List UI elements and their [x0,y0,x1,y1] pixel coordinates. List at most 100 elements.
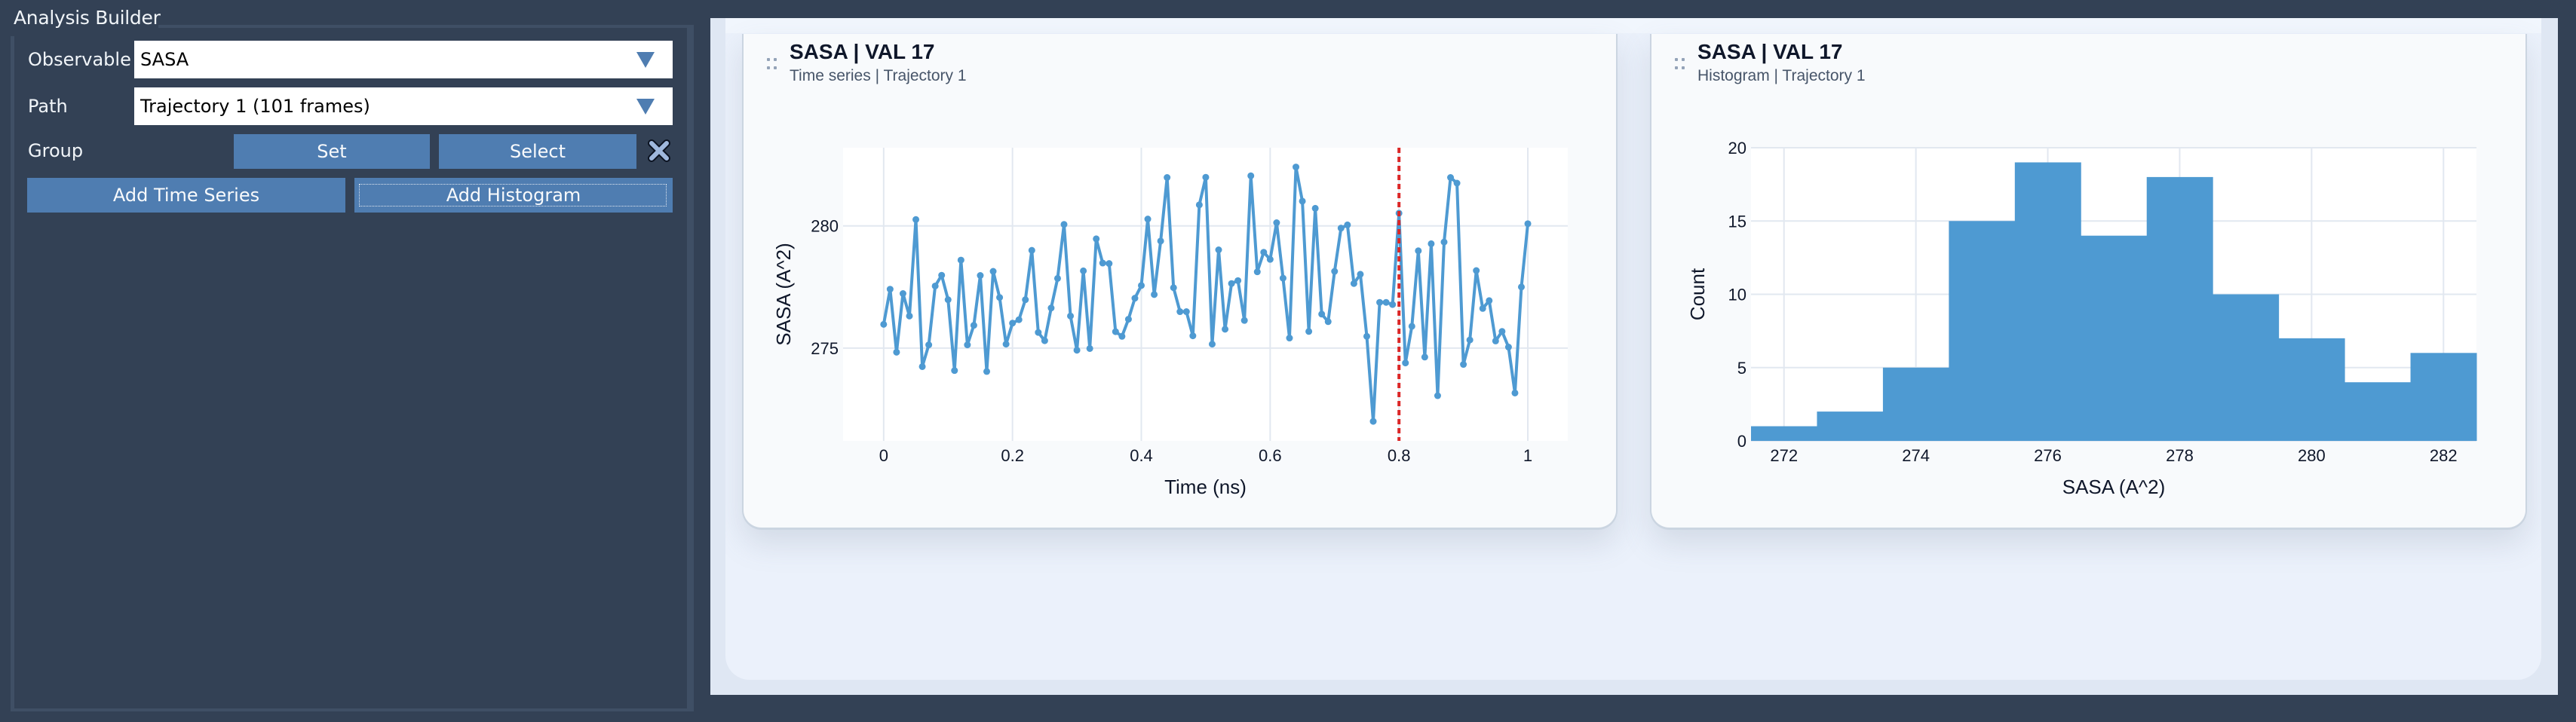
data-point[interactable] [899,290,906,298]
histogram-bar[interactable] [1751,426,1817,441]
data-point[interactable] [1041,337,1048,344]
data-point[interactable] [880,320,888,328]
data-point[interactable] [1286,335,1293,342]
data-point[interactable] [1357,271,1364,278]
data-point[interactable] [964,341,971,349]
data-point[interactable] [1060,221,1068,228]
data-point[interactable] [1279,274,1286,282]
data-point[interactable] [893,348,900,356]
data-point[interactable] [1453,179,1461,187]
time-series-card[interactable]: SASA | VAL 17 Time series | Trajectory 1… [742,34,1618,530]
histogram-bar[interactable] [2213,294,2280,442]
data-point[interactable] [1318,311,1326,318]
data-point[interactable] [1195,201,1203,209]
data-point[interactable] [1324,318,1332,326]
data-point[interactable] [951,367,958,375]
data-point[interactable] [1486,297,1493,304]
close-x-icon[interactable] [647,139,671,163]
data-point[interactable] [1389,301,1397,308]
data-point[interactable] [989,268,997,275]
data-point[interactable] [918,363,926,370]
data-point[interactable] [1112,328,1119,335]
cards-container[interactable]: SASA | VAL 17 Time series | Trajectory 1… [725,18,2541,680]
data-point[interactable] [931,282,939,289]
data-point[interactable] [1118,332,1126,340]
histogram-card[interactable]: SASA | VAL 17 Histogram | Trajectory 1 2… [1650,34,2527,530]
data-point[interactable] [1189,332,1197,340]
data-point[interactable] [1028,246,1035,254]
data-point[interactable] [1402,359,1409,367]
drag-handle-icon[interactable] [767,58,777,70]
data-point[interactable] [1093,235,1100,243]
data-point[interactable] [1415,247,1422,255]
data-point[interactable] [1247,172,1255,179]
data-point[interactable] [1337,225,1345,232]
data-point[interactable] [1022,296,1029,304]
data-point[interactable] [1492,337,1499,344]
data-point[interactable] [1344,221,1351,228]
data-point[interactable] [1305,328,1313,335]
histogram-bar[interactable] [2278,338,2345,441]
set-group-button[interactable]: Set [234,134,430,169]
histogram-bar[interactable] [2014,162,2081,441]
data-point[interactable] [1253,268,1261,276]
data-point[interactable] [1086,344,1093,352]
data-point[interactable] [1273,219,1280,227]
data-point[interactable] [1517,283,1525,291]
data-point[interactable] [1524,220,1532,228]
data-point[interactable] [1350,280,1357,287]
chevron-down-icon[interactable] [636,99,655,115]
data-point[interactable] [1369,418,1377,425]
data-point[interactable] [1035,329,1042,336]
data-point[interactable] [1408,323,1415,330]
data-point[interactable] [1170,284,1177,292]
data-point[interactable] [1144,216,1152,223]
data-point[interactable] [1447,174,1455,182]
data-point[interactable] [1440,238,1448,246]
data-point[interactable] [1015,316,1023,323]
data-point[interactable] [1376,298,1384,306]
data-point[interactable] [1421,353,1428,361]
histogram-bar[interactable] [2081,235,2148,441]
histogram-bar[interactable] [2344,382,2412,441]
data-point[interactable] [1151,291,1158,298]
data-point[interactable] [1131,295,1139,302]
data-point[interactable] [977,272,984,280]
histogram-bar[interactable] [2410,353,2477,441]
data-point[interactable] [970,322,977,329]
data-point[interactable] [1473,267,1480,274]
data-point[interactable] [1124,316,1132,323]
observable-select[interactable]: SASA [134,41,673,78]
data-point[interactable] [957,256,964,264]
data-point[interactable] [1222,326,1229,333]
data-point[interactable] [1382,298,1390,306]
data-point[interactable] [1299,197,1306,205]
data-point[interactable] [1099,259,1106,267]
data-point[interactable] [1053,274,1061,282]
data-point[interactable] [1266,255,1274,263]
data-point[interactable] [1363,332,1370,340]
data-point[interactable] [1182,308,1190,316]
data-point[interactable] [1106,260,1113,268]
data-point[interactable] [1511,389,1519,396]
data-point[interactable] [886,286,894,293]
data-point[interactable] [1138,282,1145,289]
drag-handle-icon[interactable] [1675,58,1685,70]
histogram-bar[interactable] [1817,411,1884,441]
histogram-bar[interactable] [1882,367,1949,441]
data-point[interactable] [1466,336,1474,344]
data-point[interactable] [1240,317,1248,324]
data-point[interactable] [1331,268,1339,275]
data-point[interactable] [1002,341,1010,348]
data-point[interactable] [1067,312,1075,320]
data-point[interactable] [1434,392,1441,399]
data-point[interactable] [1073,347,1081,354]
chevron-down-icon[interactable] [636,52,655,68]
histogram-chart[interactable]: 272 274 276 278 280 282 0 5 10 15 20 SASA (A^2) Coun… [1651,34,2528,530]
data-point[interactable] [938,271,946,279]
add-histogram-button[interactable]: Add Histogram [354,178,673,213]
data-point[interactable] [912,216,920,223]
data-point[interactable] [925,341,933,349]
data-point[interactable] [1176,308,1184,316]
data-point[interactable] [996,294,1004,301]
